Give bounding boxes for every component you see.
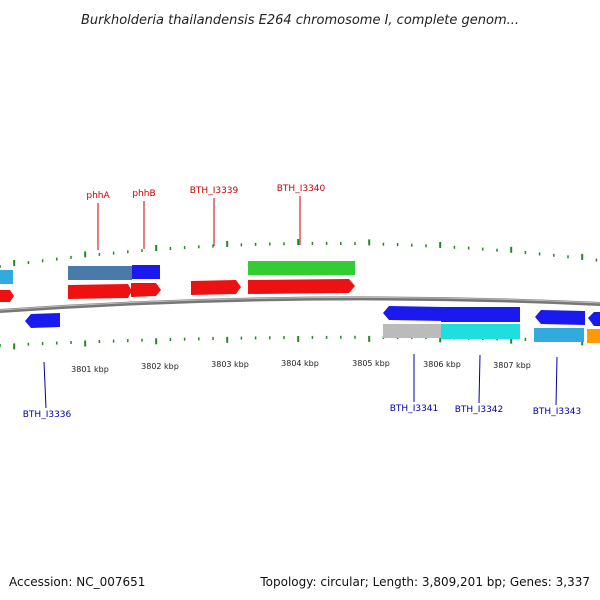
label-bth-i3341[interactable]: BTH_I3341 [390,404,439,414]
chromosome-backbone [0,296,600,313]
label-phhA[interactable]: phhA [86,191,110,201]
gene-bth-i3343-lightblue[interactable] [534,328,584,342]
accession-text: Accession: NC_007651 [9,575,145,589]
label-bth-i3339[interactable]: BTH_I3339 [190,186,239,196]
gene-left-cyan[interactable] [0,270,13,284]
gene-bth-i3342-blue[interactable] [441,307,520,322]
label-phhB[interactable]: phhB [132,189,155,199]
gene-bth-i3340[interactable] [248,279,355,294]
label-bth-i3343[interactable]: BTH_I3343 [533,407,582,417]
kbp-label-3804: 3804 kbp [281,359,319,368]
kbp-label-3802: 3802 kbp [141,362,179,371]
kbp-label-3806: 3806 kbp [423,360,461,369]
label-bth-i3336[interactable]: BTH_I3336 [23,410,72,420]
gene-phhB-cds[interactable] [131,283,161,297]
gene-right-blue[interactable] [588,312,600,326]
kbp-label-3801: 3801 kbp [71,365,109,374]
gene-bth-i3341-grey[interactable] [383,324,441,338]
kbp-label-3805: 3805 kbp [352,359,390,368]
label-bth-i3340[interactable]: BTH_I3340 [277,184,326,194]
kbp-label-3803: 3803 kbp [211,360,249,369]
gene-bth-i3341[interactable] [383,306,444,321]
reverse-strand-genes [25,306,600,343]
gene-bth-i3343[interactable] [535,310,585,325]
gene-phhA-steel[interactable] [68,266,132,280]
kbp-label-3807: 3807 kbp [493,361,531,370]
top-label-leaders [97,196,301,250]
gene-bth-i3340-rna[interactable] [248,261,355,275]
outer-tick-ring [0,239,598,268]
forward-strand-genes [0,261,355,302]
label-bth-i3342[interactable]: BTH_I3342 [455,405,504,415]
gene-right-orange[interactable] [587,329,600,343]
bottom-label-leaders [43,354,558,409]
gene-left-red[interactable] [0,290,14,302]
chromosome-backbone-highlight [0,296,600,311]
gene-phhA-cds[interactable] [68,284,132,299]
gene-bth-i3342-cyan[interactable] [441,324,520,339]
gene-bth-i3339[interactable] [191,280,241,295]
map-title: Burkholderia thailandensis E264 chromoso… [81,13,519,28]
gene-phhB-blue[interactable] [132,265,160,279]
genome-summary-text: Topology: circular; Length: 3,809,201 bp… [259,575,590,589]
gene-bth-i3336[interactable] [25,313,60,328]
